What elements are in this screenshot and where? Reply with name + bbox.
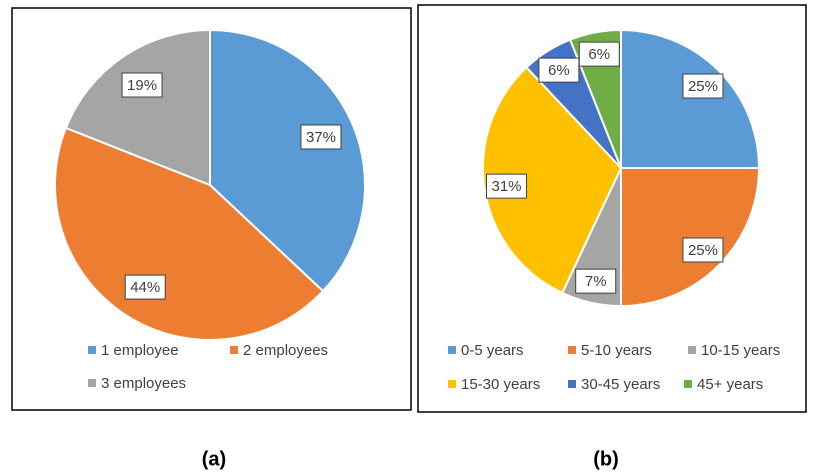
legend-swatch — [684, 380, 692, 388]
data-label-box — [578, 41, 620, 67]
caption: (b) — [593, 448, 619, 470]
data-label: 6% — [588, 46, 610, 63]
data-label: 44% — [130, 279, 160, 296]
data-label-box — [124, 274, 166, 300]
data-label-box — [300, 124, 342, 150]
legend-swatch — [448, 380, 456, 388]
pie-slice — [620, 28, 761, 169]
data-label: 31% — [491, 178, 521, 195]
data-label: 25% — [688, 242, 718, 259]
legend-label: 3 employees — [101, 375, 186, 392]
legend-label: 10-15 years — [701, 342, 780, 359]
pie-slice — [54, 126, 325, 341]
legend-label: 0-5 years — [461, 342, 524, 359]
pie-slice — [482, 65, 623, 295]
data-label-box — [121, 72, 163, 98]
caption: (a) — [202, 448, 226, 470]
data-label: 7% — [585, 273, 607, 290]
legend-swatch — [230, 346, 238, 354]
data-label-box — [682, 237, 724, 263]
pie-slice — [620, 167, 761, 308]
legend-label: 45+ years — [697, 376, 763, 393]
pie-slice — [64, 28, 211, 187]
data-label: 37% — [306, 129, 336, 146]
data-label-box — [682, 73, 724, 99]
legend-label: 2 employees — [243, 342, 328, 359]
data-label-box — [538, 57, 580, 83]
data-label: 6% — [548, 62, 570, 79]
legend-label: 30-45 years — [581, 376, 660, 393]
data-label-box — [575, 268, 617, 294]
data-label-box — [486, 173, 528, 199]
legend-swatch — [688, 346, 696, 354]
legend-swatch — [88, 346, 96, 354]
data-label: 25% — [688, 78, 718, 95]
legend-swatch — [568, 380, 576, 388]
pie-slice — [209, 28, 366, 293]
legend-swatch — [88, 379, 96, 387]
legend-swatch — [448, 346, 456, 354]
legend-label: 5-10 years — [581, 342, 652, 359]
data-label: 19% — [127, 77, 157, 94]
legend-label: 15-30 years — [461, 376, 540, 393]
legend-label: 1 employee — [101, 342, 179, 359]
legend-swatch — [568, 346, 576, 354]
